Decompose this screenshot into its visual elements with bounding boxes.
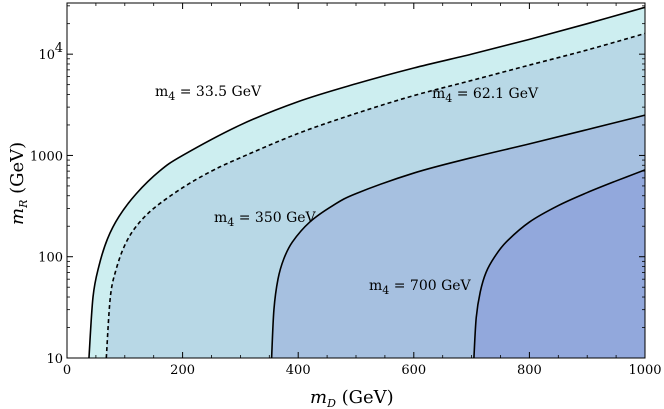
y-tick-label: 1000: [30, 149, 63, 164]
y-tick-exponent: 4: [55, 41, 63, 56]
y-tick-label: 100: [38, 251, 63, 266]
x-tick-label: 600: [401, 363, 426, 378]
region-fill-3: [473, 169, 645, 358]
x-tick-label: 200: [170, 363, 195, 378]
y-tick-label: 10: [46, 352, 63, 367]
x-tick-label: 800: [517, 363, 542, 378]
y-axis-label: mR (GeV): [7, 142, 30, 225]
x-tick-label: 400: [286, 363, 311, 378]
boundary-curve-1: [105, 32, 646, 359]
x-tick-label: 0: [63, 363, 71, 378]
y-tick-label: 10: [38, 48, 55, 63]
curve-label-33-5: m4 = 33.5 GeV: [155, 84, 262, 103]
boundary-curves: [88, 6, 646, 359]
curve-label-700: m4 = 700 GeV: [369, 278, 472, 297]
curve-label-62-1: m4 = 62.1 GeV: [432, 86, 539, 105]
region-fills: [88, 7, 646, 359]
x-tick-label: 1000: [628, 363, 661, 378]
boundary-curve-0: [88, 6, 646, 359]
boundary-curve-3: [473, 169, 646, 359]
x-axis-label: mD (GeV): [310, 387, 394, 409]
boundary-curve-2: [270, 114, 646, 359]
curve-label-350: m4 = 350 GeV: [214, 210, 317, 229]
